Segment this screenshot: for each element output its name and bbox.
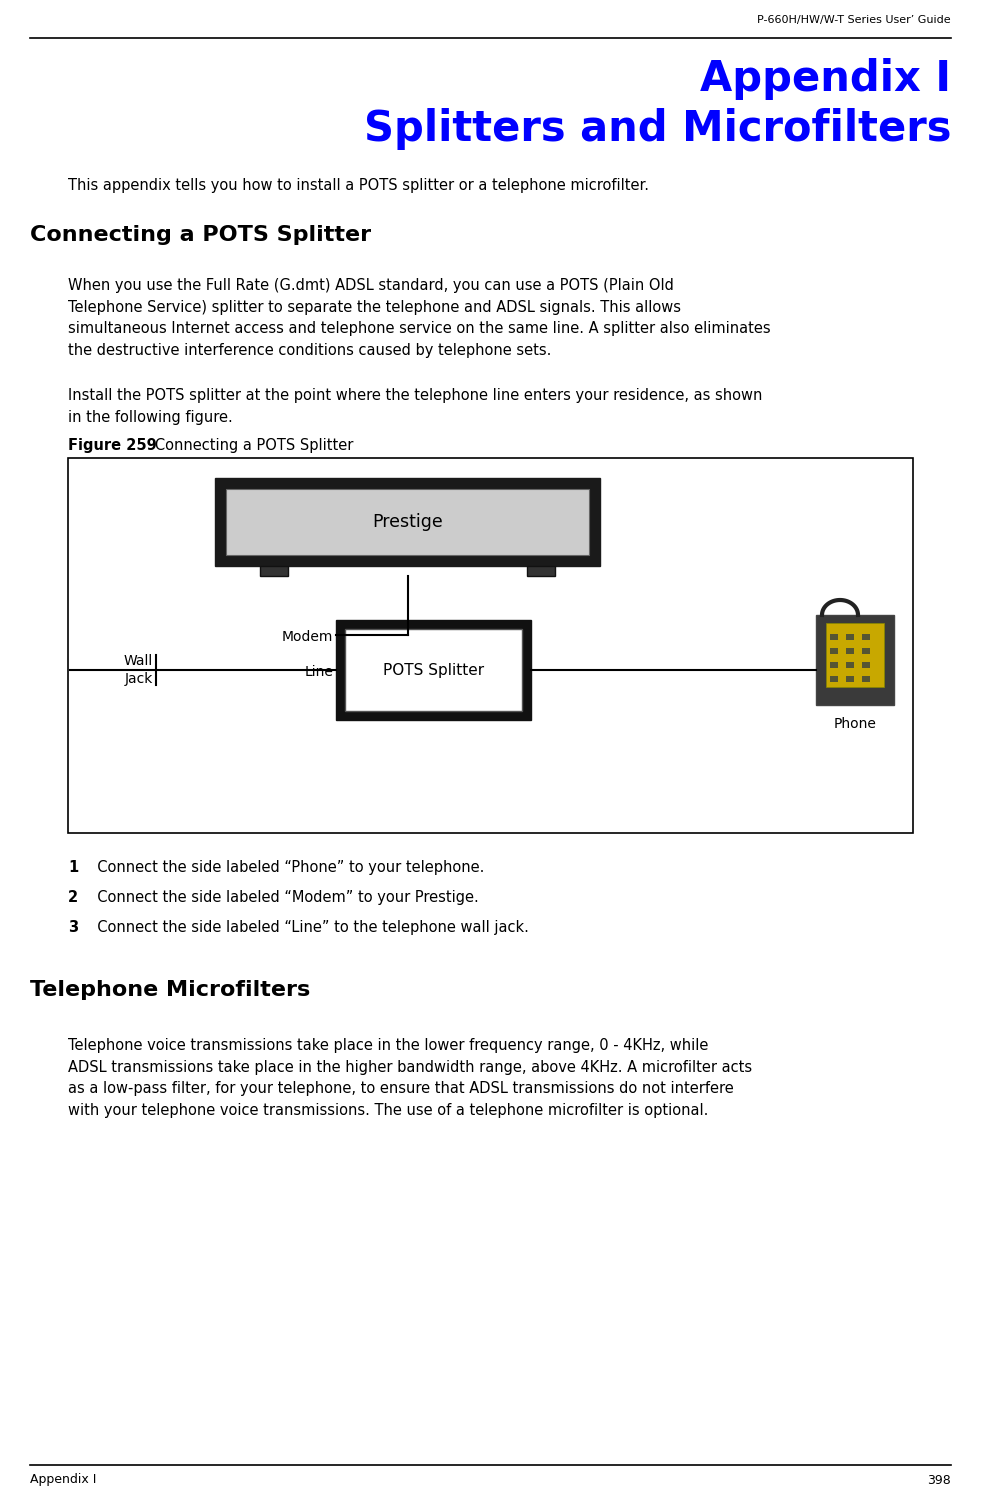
Bar	[830, 676, 838, 682]
Bar	[862, 676, 870, 682]
Text: Connecting a POTS Splitter: Connecting a POTS Splitter	[141, 437, 353, 452]
Text: P-660H/HW/W-T Series User’ Guide: P-660H/HW/W-T Series User’ Guide	[757, 15, 951, 26]
Text: Phone: Phone	[834, 717, 876, 730]
Text: POTS Splitter: POTS Splitter	[383, 663, 484, 678]
Bar	[830, 634, 838, 640]
Bar	[846, 634, 854, 640]
Text: Telephone voice transmissions take place in the lower frequency range, 0 - 4KHz,: Telephone voice transmissions take place…	[68, 1039, 752, 1118]
Bar	[846, 648, 854, 654]
Text: Appendix I: Appendix I	[700, 59, 951, 101]
Bar	[862, 634, 870, 640]
Bar	[862, 648, 870, 654]
Bar	[68, 458, 913, 833]
Bar	[215, 478, 600, 567]
Bar	[846, 661, 854, 667]
Text: This appendix tells you how to install a POTS splitter or a telephone microfilte: This appendix tells you how to install a…	[68, 177, 649, 192]
Text: Prestige: Prestige	[372, 513, 442, 531]
Text: Telephone Microfilters: Telephone Microfilters	[30, 980, 310, 999]
Text: Install the POTS splitter at the point where the telephone line enters your resi: Install the POTS splitter at the point w…	[68, 388, 762, 425]
Bar	[336, 621, 531, 720]
Text: Connect the side labeled “Modem” to your Prestige.: Connect the side labeled “Modem” to your…	[88, 890, 479, 905]
Bar	[830, 648, 838, 654]
Text: 398: 398	[927, 1473, 951, 1486]
Text: Connecting a POTS Splitter: Connecting a POTS Splitter	[30, 225, 371, 245]
Text: Connect the side labeled “Phone” to your telephone.: Connect the side labeled “Phone” to your…	[88, 860, 485, 875]
Bar	[826, 624, 884, 687]
Bar	[345, 628, 522, 711]
Bar	[226, 488, 589, 555]
Bar	[846, 676, 854, 682]
Text: When you use the Full Rate (G.dmt) ADSL standard, you can use a POTS (Plain Old
: When you use the Full Rate (G.dmt) ADSL …	[68, 278, 771, 358]
Text: 1: 1	[68, 860, 78, 875]
Text: Line: Line	[304, 664, 333, 679]
Bar	[830, 661, 838, 667]
Bar	[862, 661, 870, 667]
Text: Wall
Jack: Wall Jack	[124, 654, 153, 685]
Text: Modem: Modem	[282, 630, 333, 643]
Bar	[260, 567, 288, 576]
Text: 2: 2	[68, 890, 78, 905]
Text: Splitters and Microfilters: Splitters and Microfilters	[364, 108, 951, 150]
Bar	[816, 615, 894, 705]
Bar	[527, 567, 555, 576]
Text: Appendix I: Appendix I	[30, 1473, 96, 1486]
Text: Figure 259: Figure 259	[68, 437, 157, 452]
Text: Connect the side labeled “Line” to the telephone wall jack.: Connect the side labeled “Line” to the t…	[88, 920, 529, 935]
Text: 3: 3	[68, 920, 78, 935]
